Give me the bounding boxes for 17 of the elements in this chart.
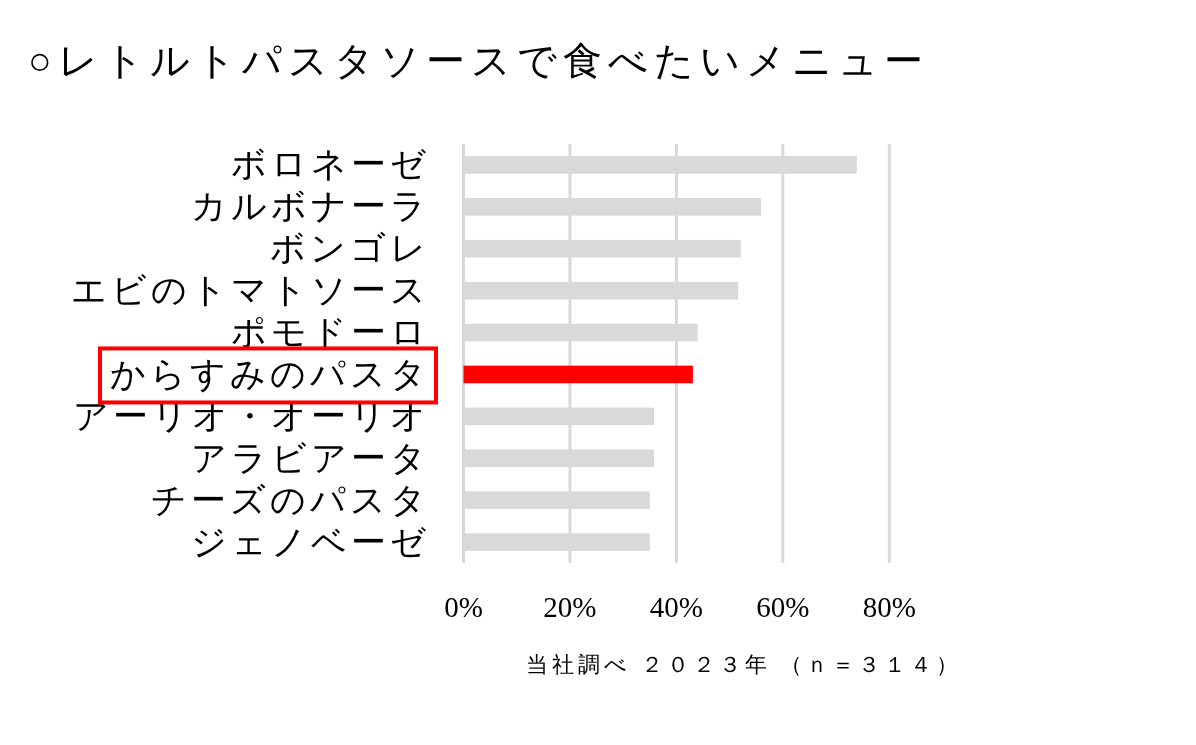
- y-tick-label: ボンゴレ: [270, 229, 430, 269]
- y-tick-label: からすみのパスタ: [110, 354, 430, 394]
- y-tick-label: ポモドーロ: [231, 313, 430, 353]
- bar: [463, 365, 693, 384]
- x-tick-label: 60%: [756, 591, 810, 623]
- text: 当社調べ ２０２３年 （ｎ＝３１４）: [526, 651, 962, 677]
- y-tick-label: チーズのパスタ: [151, 480, 430, 520]
- x-tick-label: 80%: [862, 591, 916, 623]
- y-tick-label: カルボナーラ: [191, 187, 430, 227]
- y-tick-label: ジェノベーゼ: [191, 522, 430, 562]
- chart-title: ○レトルトパスタソースで食べたいメニュー: [28, 38, 929, 82]
- y-tick-label: ボロネーゼ: [231, 145, 430, 185]
- x-tick-label: 40%: [649, 591, 703, 623]
- x-tick-label: 0%: [444, 591, 483, 623]
- x-tick-label: 20%: [543, 591, 597, 623]
- y-tick-label: アラビアータ: [191, 438, 430, 478]
- y-tick-label: エビのトマトソース: [71, 271, 430, 311]
